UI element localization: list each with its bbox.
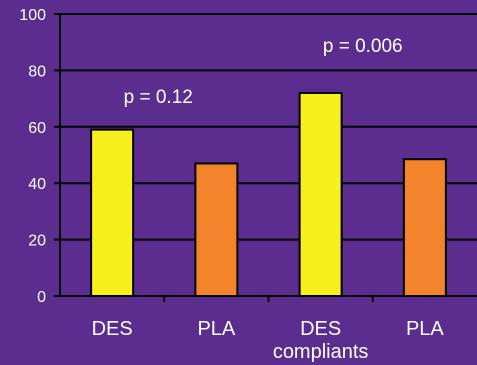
y-tick-label: 40 — [28, 176, 46, 193]
axes — [54, 13, 477, 302]
category-label: DES — [300, 318, 341, 340]
y-tick-label: 20 — [28, 233, 46, 250]
category-label: DES — [92, 318, 133, 340]
group-sublabel: compliants — [273, 341, 369, 363]
bar-des-1 — [90, 128, 135, 297]
p-value-annotation: p = 0.006 — [323, 36, 403, 57]
labels: 0 20 40 60 80 100 DES PLA DES PLA compliants p = 0.… — [19, 7, 444, 363]
category-label: PLA — [197, 318, 235, 340]
y-tick-label: 100 — [19, 7, 46, 24]
p-value-annotation: p = 0.12 — [124, 87, 193, 108]
bar-pla-2 — [194, 162, 239, 297]
y-tick-label: 60 — [28, 120, 46, 137]
y-tick-label: 0 — [37, 289, 46, 306]
bars — [90, 91, 447, 297]
bar-des-3 — [298, 91, 343, 297]
category-label: PLA — [406, 318, 444, 340]
y-tick-label: 80 — [28, 63, 46, 80]
bar-pla-4 — [402, 158, 447, 297]
